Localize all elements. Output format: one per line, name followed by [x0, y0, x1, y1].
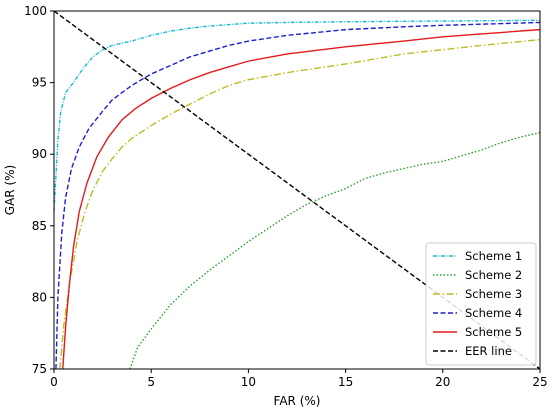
x-tick-label: 5	[147, 375, 155, 389]
legend: Scheme 1 Scheme 2 Scheme 3 Scheme 4 Scheme 5…	[425, 242, 537, 366]
x-ticks: 0 5 10 15 20 25	[50, 369, 548, 389]
x-axis-label: FAR (%)	[274, 394, 321, 408]
legend-label: Scheme 4	[465, 306, 522, 320]
series-line-1	[54, 19, 540, 212]
y-axis-label: GAR (%)	[3, 165, 17, 215]
y-tick-label: 90	[32, 147, 47, 161]
legend-box	[425, 242, 537, 366]
y-tick-label: 75	[32, 362, 47, 376]
legend-label: EER line	[465, 344, 512, 358]
x-tick-label: 20	[435, 375, 450, 389]
legend-label: Scheme 2	[465, 268, 522, 282]
y-tick-label: 100	[24, 4, 47, 18]
plot-frame	[53, 10, 541, 370]
legend-label: Scheme 3	[465, 287, 522, 301]
x-tick-label: 10	[241, 375, 256, 389]
y-tick-label: 80	[32, 290, 47, 304]
series-line-2	[129, 132, 540, 369]
series-line-5	[62, 28, 540, 369]
legend-label: Scheme 1	[465, 249, 522, 263]
legend-label: Scheme 5	[465, 325, 522, 339]
series-line-4	[55, 21, 540, 369]
x-tick-label: 0	[50, 375, 58, 389]
y-tick-label: 85	[32, 219, 47, 233]
y-ticks: 75 80 85 90 95 100	[24, 4, 54, 376]
series-line-3	[59, 38, 540, 369]
x-tick-label: 15	[338, 375, 353, 389]
x-tick-label: 25	[532, 375, 547, 389]
y-tick-label: 95	[32, 76, 47, 90]
